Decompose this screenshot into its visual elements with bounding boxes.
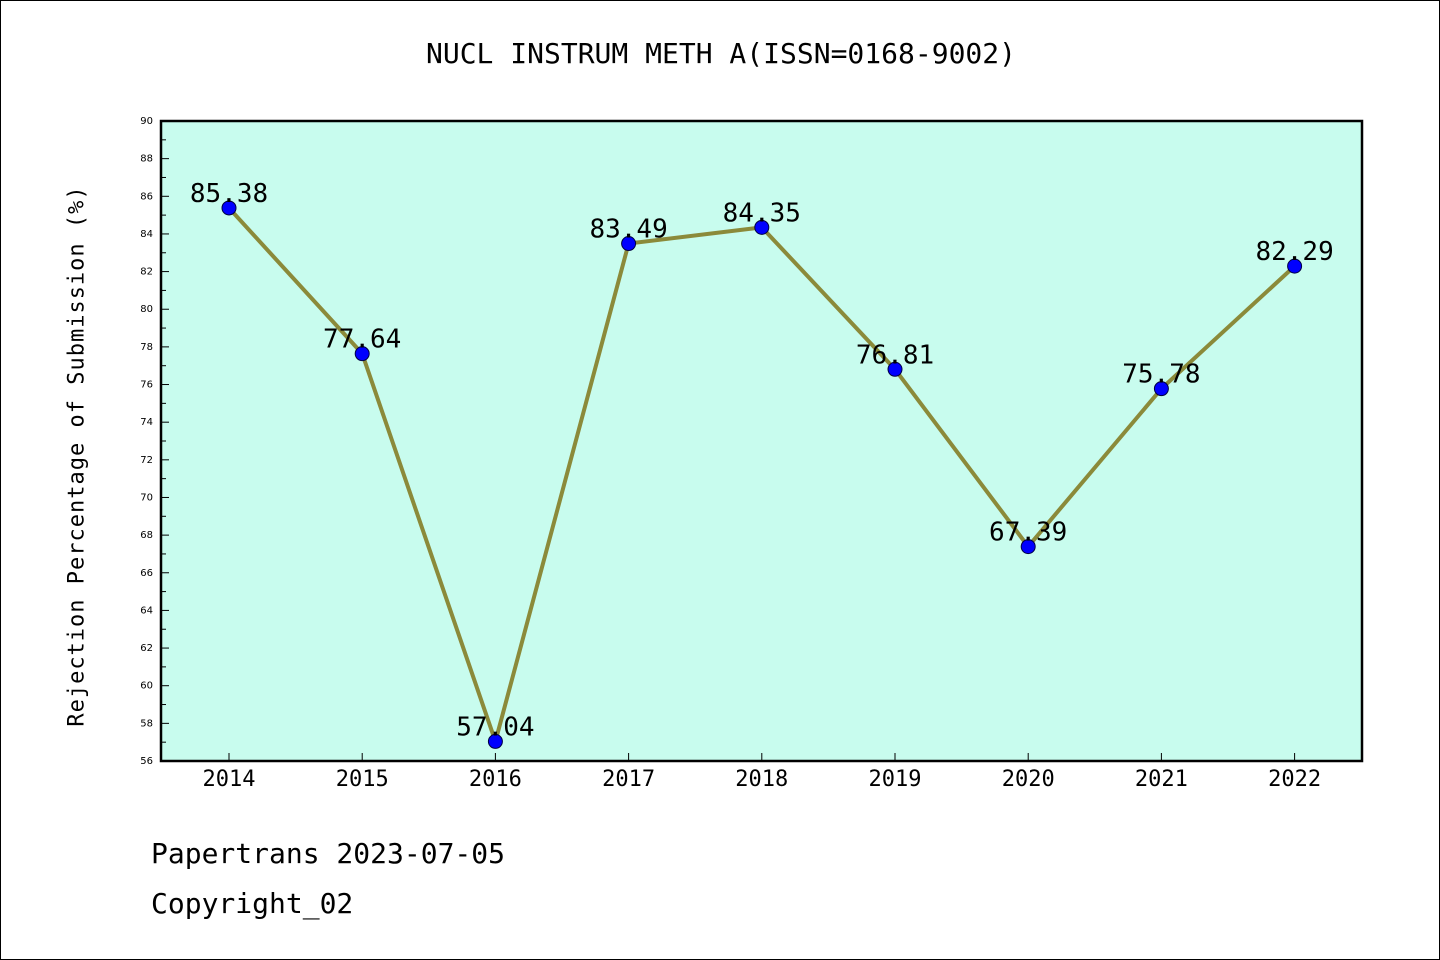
x-tick-label: 2014 [203, 767, 256, 792]
data-point-marker [354, 346, 370, 362]
y-tick-label: 70 [140, 492, 153, 503]
data-label: 84.35 [723, 198, 801, 228]
data-point-marker [1153, 381, 1169, 397]
x-tick-label: 2015 [336, 767, 389, 792]
data-label: 76.81 [856, 340, 934, 370]
y-tick-label: 60 [140, 681, 153, 692]
x-tick-label: 2021 [1135, 767, 1188, 792]
data-point-marker [887, 361, 903, 377]
y-tick-label: 58 [140, 718, 153, 729]
x-tick-label: 2016 [469, 767, 522, 792]
chart-title: NUCL INSTRUM METH A(ISSN=0168-9002) [425, 37, 1016, 70]
footer-copyright-line: Copyright_02 [151, 887, 354, 920]
data-label: 82.29 [1255, 237, 1333, 267]
data-label: 67.39 [989, 518, 1067, 548]
y-tick-label: 56 [140, 756, 153, 767]
y-tick-label: 80 [140, 304, 153, 315]
plot-frame [159, 119, 1364, 763]
x-tick-label: 2019 [869, 767, 922, 792]
x-tick-label: 2017 [602, 767, 655, 792]
x-tick-label: 2022 [1268, 767, 1321, 792]
y-tick-label: 86 [140, 191, 153, 202]
data-label: 83.49 [589, 215, 667, 245]
x-tick-label: 2018 [735, 767, 788, 792]
data-label: 85.38 [190, 179, 268, 209]
data-label: 77.64 [323, 325, 401, 355]
y-tick-label: 74 [140, 417, 153, 428]
y-tick-label: 64 [140, 605, 153, 616]
y-tick-label: 82 [140, 267, 153, 278]
data-point-marker [487, 733, 503, 749]
y-tick-label: 84 [140, 229, 153, 240]
data-point-marker [1287, 258, 1303, 274]
data-point-marker [754, 219, 770, 235]
data-point-marker [1020, 539, 1036, 555]
y-tick-label: 78 [140, 342, 153, 353]
data-point-marker [621, 236, 637, 252]
y-tick-label: 62 [140, 643, 153, 654]
y-tick-label: 76 [140, 380, 153, 391]
data-label: 75.78 [1122, 360, 1200, 390]
footer-date-line: Papertrans 2023-07-05 [151, 837, 506, 870]
x-tick-label: 2020 [1002, 767, 1055, 792]
data-point-marker [221, 200, 237, 216]
y-tick-label: 88 [140, 154, 153, 165]
data-label: 57.04 [456, 712, 534, 742]
y-tick-label: 68 [140, 530, 153, 541]
y-tick-label: 72 [140, 455, 153, 466]
y-tick-label: 66 [140, 568, 153, 579]
y-tick-label: 90 [140, 116, 153, 127]
